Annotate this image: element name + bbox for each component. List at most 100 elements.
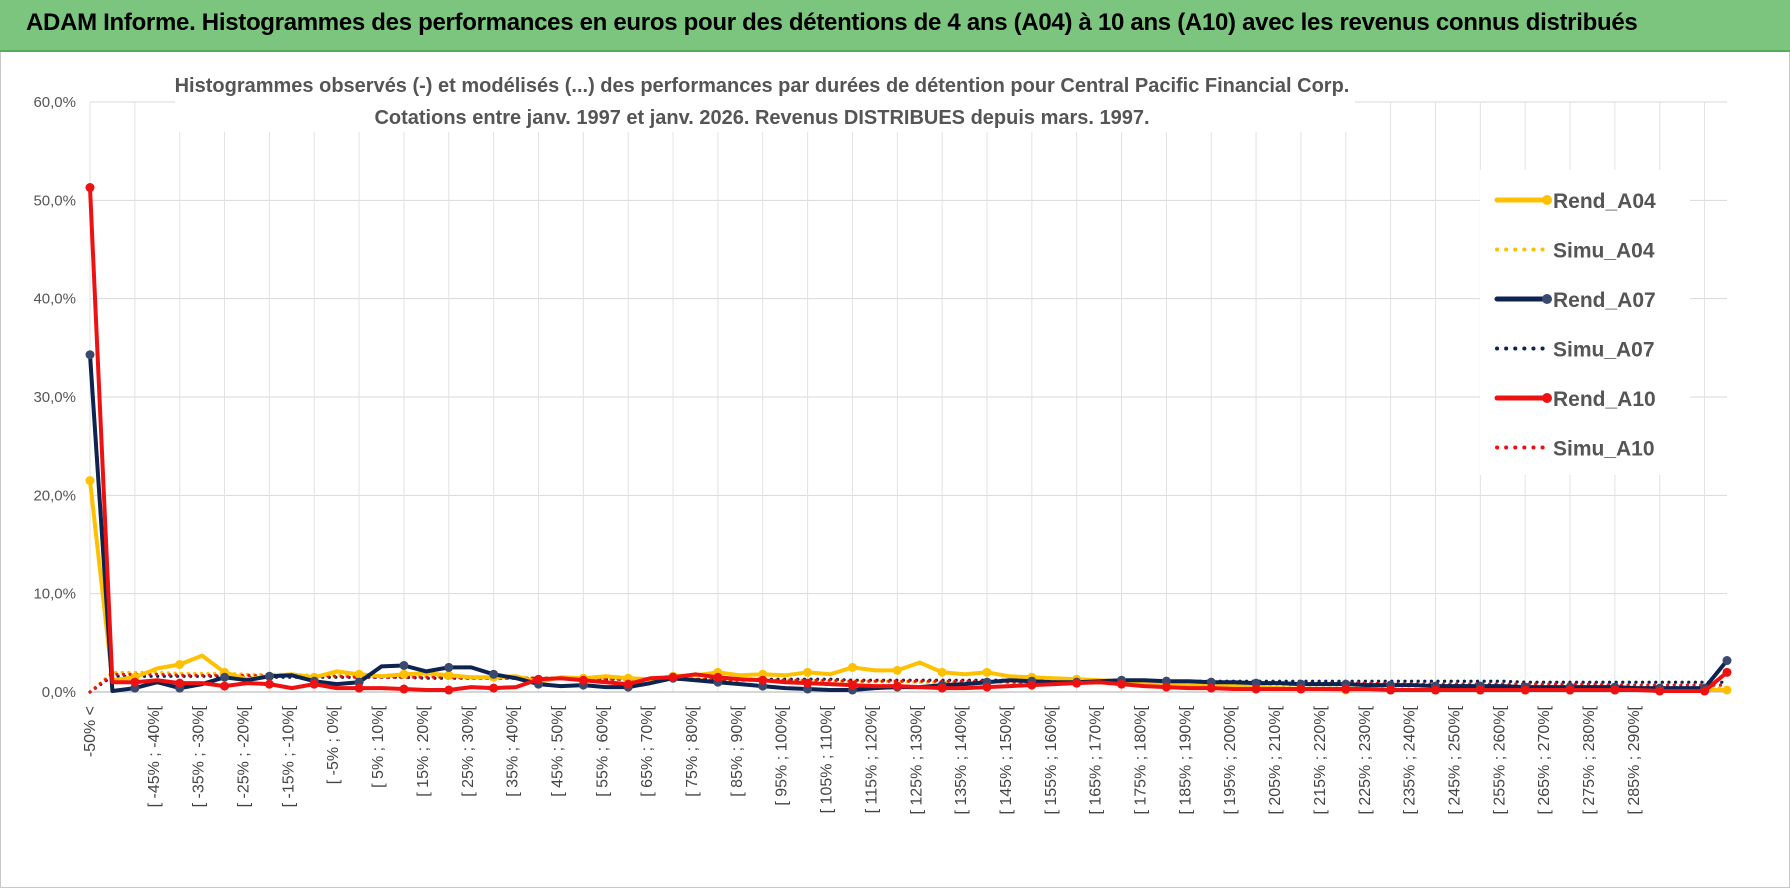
x-tick-label: [ 155% ; 160%[: [1043, 705, 1060, 814]
y-tick-label: 60,0%: [33, 94, 76, 111]
x-tick-label: [ -15% ; -10%[: [280, 705, 297, 807]
x-tick-label: -50% <: [82, 706, 99, 757]
data-point: [1072, 678, 1082, 688]
x-tick-label: [ 165% ; 170%[: [1088, 705, 1105, 814]
series-markers-rend_a10: [85, 183, 1732, 696]
x-tick-label: [ 255% ; 260%[: [1491, 705, 1508, 814]
x-tick-label: [ 35% ; 40%[: [505, 705, 522, 796]
x-tick-label: [ 275% ; 280%[: [1581, 705, 1598, 814]
legend-label: Rend_A10: [1553, 388, 1656, 411]
data-point: [847, 662, 857, 672]
legend-label: Rend_A07: [1553, 289, 1656, 312]
x-tick-label: [ 65% ; 70%[: [639, 705, 656, 796]
data-point: [847, 680, 857, 690]
chart-title-line2: Cotations entre janv. 1997 et janv. 2026…: [374, 107, 1149, 129]
series-markers-rend_a04: [85, 476, 1732, 695]
y-tick-label: 10,0%: [33, 586, 76, 603]
data-point: [85, 183, 95, 193]
legend-label: Rend_A04: [1553, 190, 1656, 213]
y-axis-labels: 0,0% 10,0% 20,0% 30,0% 40,0% 50,0% 60,0%: [33, 94, 76, 701]
data-point: [937, 683, 947, 693]
x-tick-label: [ 55% ; 60%[: [594, 705, 611, 796]
x-tick-label: [ 5% ; 10%[: [370, 705, 387, 787]
x-tick-label: [ 265% ; 270%[: [1536, 705, 1553, 814]
data-point: [444, 662, 454, 672]
data-point: [1206, 683, 1216, 693]
data-point: [1386, 685, 1396, 695]
series-lines: [85, 183, 1732, 696]
data-point: [489, 669, 499, 679]
y-tick-label: 30,0%: [33, 389, 76, 406]
x-tick-label: [ -5% ; 0%[: [325, 705, 342, 784]
data-point: [264, 671, 274, 681]
data-point: [1341, 684, 1351, 694]
x-tick-label: [ 195% ; 200%[: [1222, 705, 1239, 814]
data-point: [1027, 680, 1037, 690]
data-point: [982, 682, 992, 692]
data-point: [1520, 685, 1530, 695]
data-point: [399, 660, 409, 670]
x-tick-label: [ 85% ; 90%[: [729, 705, 746, 796]
legend-box: [1480, 170, 1690, 475]
data-point: [1610, 685, 1620, 695]
data-point: [1722, 685, 1732, 695]
chart-title-line1: Histogrammes observés (-) et modélisés (…: [175, 75, 1350, 97]
legend: Rend_A04 Simu_A04 Rend_A07 Simu_A07 Rend_A10…: [1480, 170, 1690, 475]
data-point: [713, 672, 723, 682]
x-tick-label: [ 185% ; 190%[: [1177, 705, 1194, 814]
y-tick-label: 50,0%: [33, 192, 76, 209]
series-line-simu_a10: [88, 672, 1729, 694]
data-point: [85, 476, 95, 486]
data-point: [354, 683, 364, 693]
chart-title-backdrop: [175, 66, 1355, 132]
x-tick-label: [ 95% ; 100%[: [774, 705, 791, 805]
x-tick-label: [ 15% ; 20%[: [415, 705, 432, 796]
banner-title: ADAM Informe. Histogrammes des performan…: [26, 9, 1638, 36]
data-point: [1475, 685, 1485, 695]
y-tick-label: 0,0%: [42, 684, 76, 701]
data-point: [668, 672, 678, 682]
legend-label: Simu_A10: [1553, 438, 1655, 461]
data-point: [399, 669, 409, 679]
x-tick-label: [ 235% ; 240%[: [1402, 705, 1419, 814]
legend-marker: [1542, 393, 1552, 403]
x-tick-label: [ 205% ; 210%[: [1267, 705, 1284, 814]
x-tick-label: [ 225% ; 230%[: [1357, 705, 1374, 814]
data-point: [1117, 679, 1127, 689]
data-point: [1655, 686, 1665, 696]
x-tick-label: [ 125% ; 130%[: [908, 705, 925, 814]
data-point: [175, 659, 185, 669]
x-tick-label: [ 45% ; 50%[: [549, 705, 566, 796]
data-point: [220, 672, 230, 682]
y-tick-label: 40,0%: [33, 291, 76, 308]
data-point: [444, 685, 454, 695]
data-point: [892, 681, 902, 691]
data-point: [444, 670, 454, 680]
x-tick-label: [ -25% ; -20%[: [236, 705, 253, 807]
data-point: [623, 679, 633, 689]
x-tick-label: [ 285% ; 290%[: [1626, 705, 1643, 814]
data-point: [578, 675, 588, 685]
legend-marker: [1542, 195, 1552, 205]
legend-label: Simu_A07: [1553, 339, 1655, 362]
data-point: [220, 681, 230, 691]
x-axis-labels: -50% < [ -45% ; -40%[[ -35% ; -30%[[ -25%…: [82, 705, 1643, 814]
data-point: [1700, 686, 1710, 696]
data-point: [1565, 685, 1575, 695]
data-point: [399, 684, 409, 694]
x-tick-label: [ 245% ; 250%[: [1446, 705, 1463, 814]
data-point: [803, 678, 813, 688]
x-tick-label: [ 175% ; 180%[: [1133, 705, 1150, 814]
data-point: [803, 667, 813, 677]
data-point: [1161, 682, 1171, 692]
data-point: [1251, 684, 1261, 694]
data-point: [309, 679, 319, 689]
data-point: [489, 683, 499, 693]
data-point: [533, 674, 543, 684]
x-tick-label: [ 215% ; 220%[: [1312, 705, 1329, 814]
data-point: [354, 669, 364, 679]
data-point: [85, 350, 95, 360]
x-tick-label: [ 105% ; 110%[: [819, 705, 836, 813]
data-point: [982, 667, 992, 677]
